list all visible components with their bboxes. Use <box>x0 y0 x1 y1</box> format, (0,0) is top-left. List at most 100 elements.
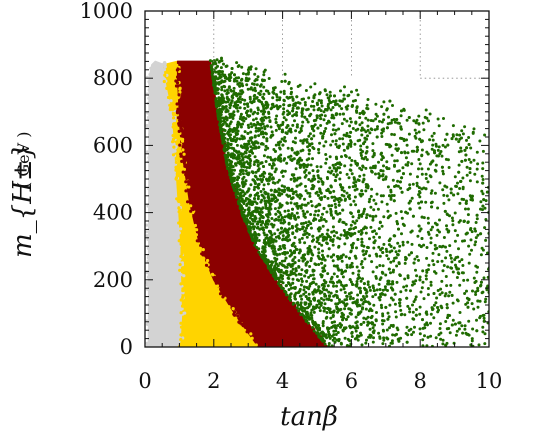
scatter-point <box>380 131 384 135</box>
scatter-point <box>281 143 285 147</box>
scatter-point <box>396 222 399 226</box>
scatter-point <box>381 156 385 160</box>
scatter-point <box>251 82 254 86</box>
scatter-point <box>264 236 268 240</box>
scatter-point <box>253 225 256 229</box>
scatter-point <box>429 191 433 195</box>
scatter-point <box>330 275 334 279</box>
scatter-point <box>307 302 311 306</box>
scatter-point <box>334 197 338 201</box>
scatter-point <box>254 67 258 71</box>
scatter-point <box>403 313 407 317</box>
scatter-point <box>260 126 264 130</box>
scatter-point <box>372 331 376 335</box>
scatter-point <box>442 264 446 267</box>
scatter-point <box>346 232 349 236</box>
scatter-point <box>431 259 435 263</box>
scatter-point <box>280 170 284 174</box>
scatter-point <box>401 166 405 170</box>
scatter-point <box>339 163 343 166</box>
scatter-point <box>319 131 323 135</box>
scatter-point <box>255 159 259 162</box>
scatter-point <box>482 316 486 320</box>
scatter-point <box>245 111 248 115</box>
scatter-point <box>289 92 293 96</box>
scatter-point <box>283 72 287 76</box>
scatter-point <box>174 165 178 169</box>
scatter-point <box>419 200 423 204</box>
scatter-point <box>307 134 311 138</box>
scatter-point <box>301 107 305 111</box>
scatter-point <box>326 196 330 200</box>
scatter-point <box>312 217 316 221</box>
scatter-point <box>271 96 275 100</box>
scatter-point <box>438 293 442 296</box>
scatter-point <box>243 130 247 134</box>
scatter-point <box>429 175 433 179</box>
scatter-point <box>258 84 262 88</box>
scatter-point <box>312 277 316 281</box>
scatter-point <box>318 309 322 313</box>
scatter-point <box>331 243 335 247</box>
scatter-point <box>433 151 437 155</box>
scatter-point <box>319 99 323 103</box>
scatter-point <box>333 179 337 182</box>
scatter-point <box>335 264 339 268</box>
scatter-point <box>211 69 215 73</box>
scatter-point <box>385 126 389 130</box>
scatter-point <box>229 112 233 116</box>
scatter-point <box>311 268 315 272</box>
scatter-point <box>221 141 225 145</box>
scatter-point <box>258 93 262 96</box>
scatter-point <box>302 285 306 289</box>
scatter-point <box>405 143 409 147</box>
scatter-point <box>364 116 368 120</box>
scatter-point <box>313 213 317 217</box>
scatter-point <box>355 300 359 304</box>
scatter-point <box>148 81 152 85</box>
scatter-point <box>245 166 249 169</box>
scatter-point <box>468 252 472 256</box>
scatter-point <box>287 282 291 286</box>
scatter-point <box>470 302 474 306</box>
scatter-point <box>491 274 494 277</box>
scatter-point <box>148 230 153 234</box>
scatter-point <box>195 239 199 243</box>
scatter-point <box>359 322 363 326</box>
scatter-point <box>446 316 449 320</box>
scatter-point <box>449 266 453 270</box>
scatter-point <box>414 313 418 317</box>
scatter-point <box>350 172 354 176</box>
scatter-point <box>179 234 184 239</box>
scatter-point <box>418 206 422 210</box>
scatter-point <box>415 274 419 278</box>
scatter-point <box>221 105 225 109</box>
scatter-point <box>484 238 488 242</box>
scatter-point <box>367 200 371 204</box>
scatter-point <box>381 312 385 316</box>
scatter-point <box>472 276 476 280</box>
scatter-point <box>396 179 400 183</box>
scatter-point <box>253 215 257 218</box>
scatter-point <box>415 184 419 188</box>
scatter-point <box>355 187 359 191</box>
scatter-point <box>369 205 373 209</box>
scatter-point <box>426 293 430 297</box>
scatter-point <box>264 148 267 152</box>
scatter-point <box>241 172 245 176</box>
scatter-point <box>336 255 340 259</box>
scatter-point <box>295 202 299 205</box>
scatter-point <box>363 286 366 290</box>
scatter-point <box>478 139 482 143</box>
scatter-point <box>320 180 324 183</box>
scatter-point <box>425 344 429 347</box>
scatter-point <box>334 211 338 215</box>
scatter-point <box>176 107 180 111</box>
scatter-point <box>465 165 469 169</box>
y-axis-label: m_{H±} <box>8 143 38 258</box>
scatter-point <box>262 154 266 158</box>
scatter-point <box>171 134 175 138</box>
scatter-point <box>331 114 335 118</box>
scatter-point <box>274 168 278 171</box>
scatter-point <box>177 100 182 104</box>
